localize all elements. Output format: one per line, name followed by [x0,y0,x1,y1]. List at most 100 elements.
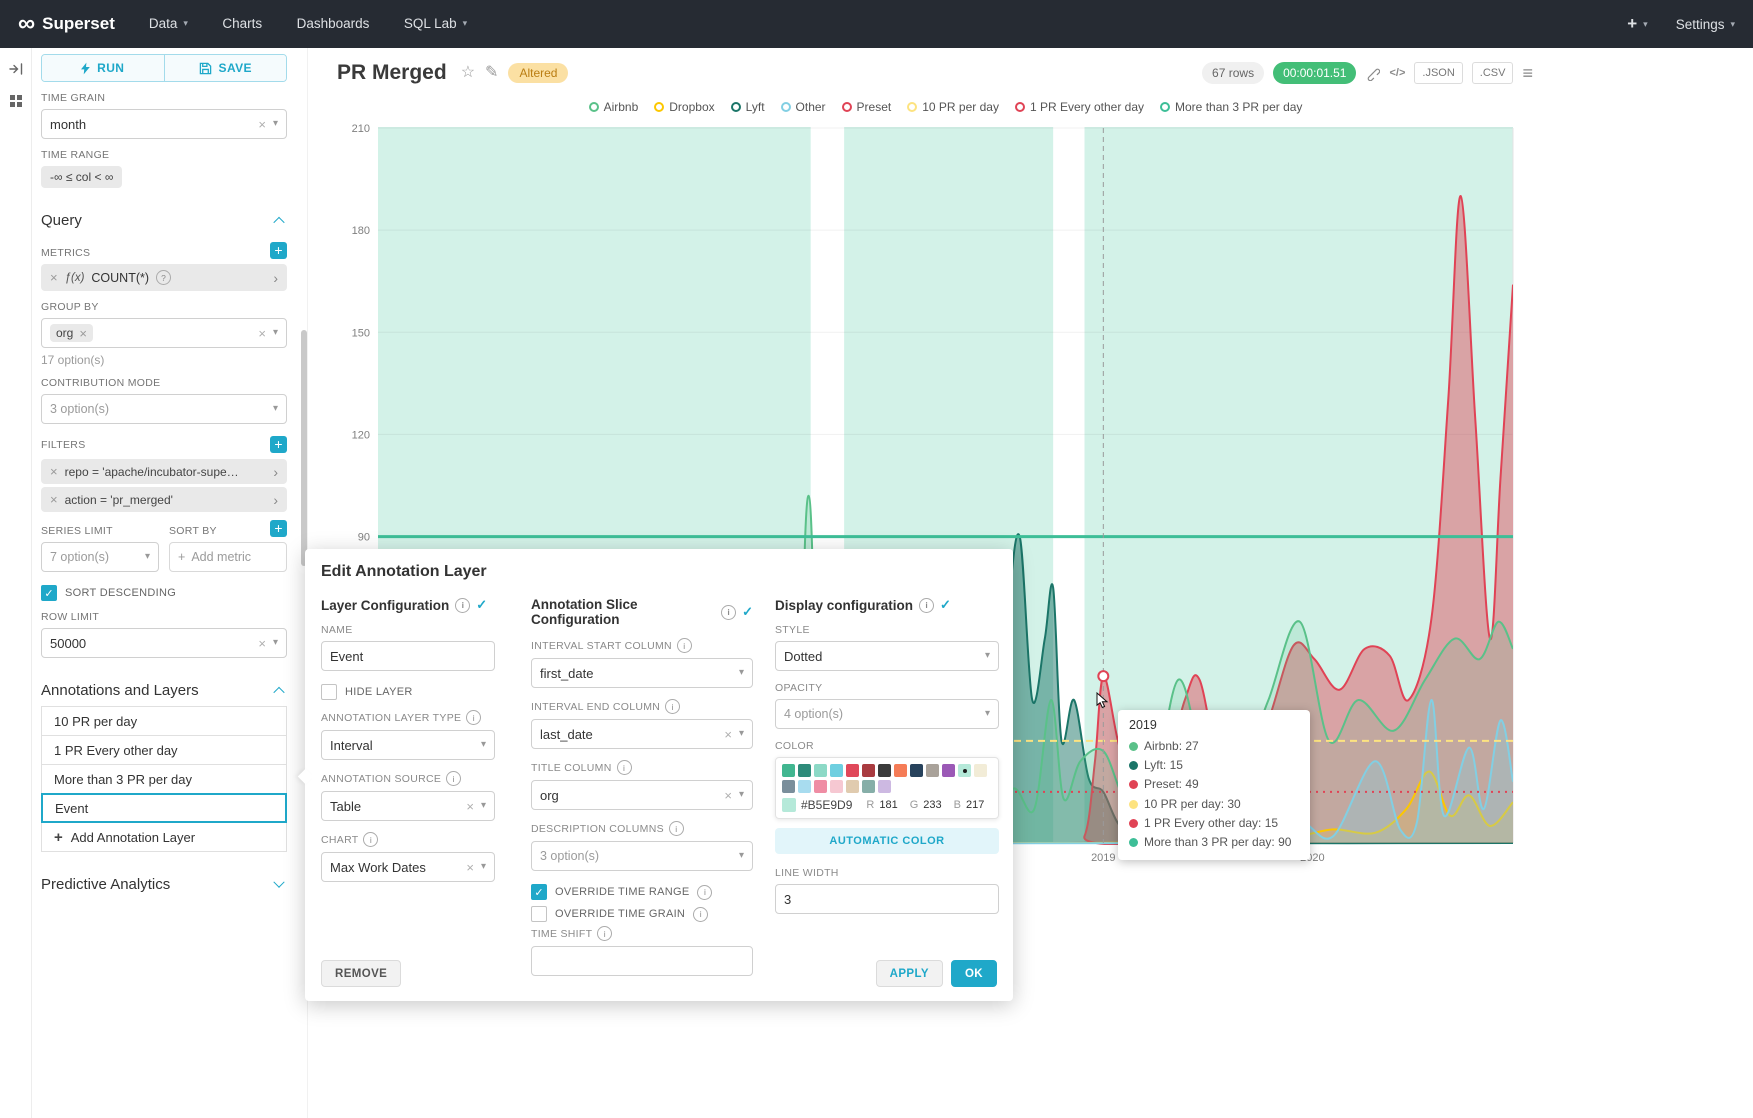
annotation-layer-item[interactable]: 10 PR per day [41,706,287,736]
annotation-layer-item[interactable]: More than 3 PR per day [41,764,287,794]
color-swatch[interactable] [878,764,891,777]
time-range-chip[interactable]: -∞ ≤ col < ∞ [41,166,122,188]
legend-item[interactable]: 1 PR Every other day [1015,100,1144,114]
clear-icon[interactable]: × [466,861,474,874]
annotation-layer-type-select[interactable]: Interval ▾ [321,730,495,760]
color-swatch[interactable] [958,764,971,777]
superset-logo-icon[interactable]: ∞ [18,12,35,36]
section-query[interactable]: Query [41,212,287,229]
legend-item[interactable]: More than 3 PR per day [1160,100,1302,114]
nav-data[interactable]: Data▾ [149,16,188,31]
g-value[interactable]: 233 [923,799,941,811]
annotation-layer-item[interactable]: 1 PR Every other day [41,735,287,765]
override-time-range-checkbox[interactable]: ✓ OVERRIDE TIME RANGE i [531,884,753,900]
hex-value[interactable]: #B5E9D9 [801,798,852,812]
b-value[interactable]: 217 [966,799,984,811]
sort-by-add-metric[interactable]: + Add metric [169,542,287,572]
edit-title-icon[interactable]: ✎ [485,65,498,81]
expand-panel-icon[interactable] [9,62,23,76]
color-swatch[interactable] [926,764,939,777]
remove-metric-icon[interactable]: × [50,271,58,284]
section-annotations[interactable]: Annotations and Layers [41,682,287,699]
color-swatch[interactable] [830,764,843,777]
interval-end-select[interactable]: last_date ×▾ [531,719,753,749]
contribution-mode-select[interactable]: 3 option(s) ▾ [41,394,287,424]
annotation-layer-item[interactable]: Event [41,793,287,823]
line-width-input[interactable] [775,884,999,914]
datasource-grid-icon[interactable] [9,94,23,108]
title-column-select[interactable]: org ×▾ [531,780,753,810]
color-swatch[interactable] [974,764,987,777]
remove-filter-icon[interactable]: × [50,493,58,506]
groupby-select[interactable]: org × ×▾ [41,318,287,348]
nav-dashboards[interactable]: Dashboards [297,16,370,31]
color-swatch[interactable] [894,764,907,777]
clear-icon[interactable]: × [724,789,732,802]
color-swatch[interactable] [910,764,923,777]
nav-settings[interactable]: Settings▾ [1676,17,1735,32]
export-csv-button[interactable]: .CSV [1472,62,1514,84]
color-swatch[interactable] [830,780,843,793]
color-swatch[interactable] [942,764,955,777]
clear-icon[interactable]: × [258,118,266,131]
embed-code-icon[interactable]: </> [1389,67,1405,79]
color-swatch[interactable] [782,764,795,777]
nav-sqllab[interactable]: SQL Lab▾ [404,16,467,31]
color-swatch[interactable] [798,764,811,777]
section-predictive[interactable]: Predictive Analytics [41,876,287,893]
r-value[interactable]: 181 [879,799,897,811]
description-columns-select[interactable]: 3 option(s) ▾ [531,841,753,871]
color-swatch[interactable] [862,764,875,777]
color-swatch[interactable] [846,764,859,777]
legend-item[interactable]: Lyft [731,100,765,114]
row-limit-select[interactable]: 50000 ×▾ [41,628,287,658]
time-grain-select[interactable]: month ×▾ [41,109,287,139]
brand-name[interactable]: Superset [42,14,115,34]
groupby-chip[interactable]: org × [50,324,93,342]
ok-button[interactable]: OK [951,960,997,987]
apply-button[interactable]: APPLY [876,960,943,987]
opacity-select[interactable]: 4 option(s) ▾ [775,699,999,729]
clear-icon[interactable]: × [466,800,474,813]
hide-layer-checkbox[interactable]: ✓ HIDE LAYER [321,684,495,700]
scrollbar[interactable] [301,330,307,566]
remove-filter-icon[interactable]: × [50,465,58,478]
add-filter-button[interactable]: + [270,436,287,453]
legend-item[interactable]: Dropbox [654,100,714,114]
run-button[interactable]: RUN [42,55,164,81]
filter-chip[interactable]: × action = 'pr_merged' › [41,487,287,512]
add-sort-metric-button[interactable]: + [270,520,287,537]
remove-icon[interactable]: × [79,327,87,340]
legend-item[interactable]: Airbnb [589,100,639,114]
color-swatch[interactable] [782,780,795,793]
interval-start-select[interactable]: first_date ▾ [531,658,753,688]
automatic-color-button[interactable]: AUTOMATIC COLOR [775,828,999,854]
color-swatch[interactable] [814,764,827,777]
series-limit-select[interactable]: 7 option(s) ▾ [41,542,159,572]
annotation-source-select[interactable]: Table ×▾ [321,791,495,821]
override-time-grain-checkbox[interactable]: ✓ OVERRIDE TIME GRAIN i [531,906,753,922]
export-json-button[interactable]: .JSON [1414,62,1462,84]
style-select[interactable]: Dotted ▾ [775,641,999,671]
altered-badge[interactable]: Altered [508,63,568,83]
nav-charts[interactable]: Charts [222,16,262,31]
color-swatch[interactable] [862,780,875,793]
legend-item[interactable]: 10 PR per day [907,100,999,114]
color-swatch[interactable] [878,780,891,793]
favorite-star-icon[interactable]: ☆ [461,65,475,81]
clear-icon[interactable]: × [258,637,266,650]
add-metric-button[interactable]: + [270,242,287,259]
remove-button[interactable]: REMOVE [321,960,401,987]
color-swatch[interactable] [846,780,859,793]
clear-icon[interactable]: × [724,728,732,741]
clear-icon[interactable]: × [258,327,266,340]
metric-chip[interactable]: × ƒ(x) COUNT(*) ? › [41,264,287,291]
chart-select[interactable]: Max Work Dates ×▾ [321,852,495,882]
color-swatch[interactable] [814,780,827,793]
hamburger-menu-icon[interactable]: ≡ [1522,64,1533,82]
save-button[interactable]: SAVE [164,55,287,81]
legend-item[interactable]: Other [781,100,826,114]
legend-item[interactable]: Preset [842,100,892,114]
name-input[interactable] [321,641,495,671]
add-annotation-layer-button[interactable]: + Add Annotation Layer [41,822,287,852]
